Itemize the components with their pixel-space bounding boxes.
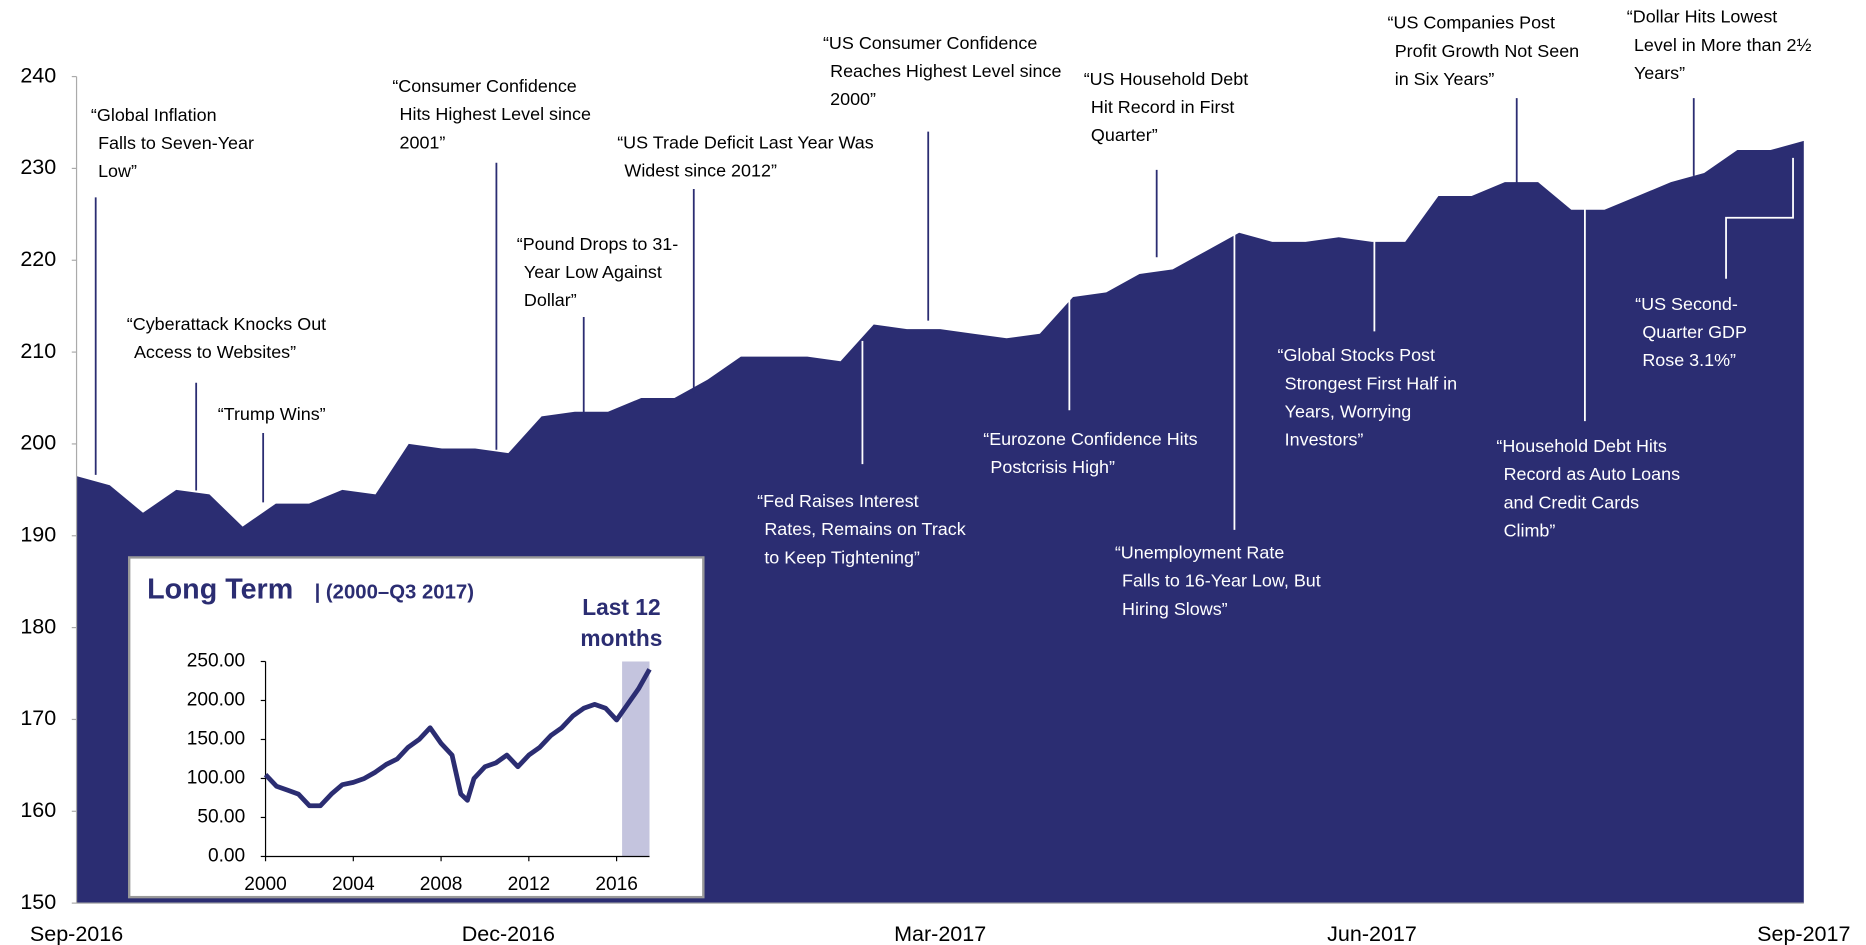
annotation: Strongest First Half in <box>1285 373 1457 393</box>
annotation: and Credit Cards <box>1504 492 1640 512</box>
annotation: “Eurozone Confidence Hits <box>983 429 1197 449</box>
leader-line <box>1725 157 1794 279</box>
annotation: Record as Auto Loans <box>1504 464 1681 484</box>
y-tick-label: 180 <box>20 614 56 638</box>
x-tick-label: Dec-2016 <box>462 922 555 945</box>
annotation: Rose 3.1%” <box>1642 350 1736 370</box>
annotation: Year Low Against <box>524 262 662 282</box>
y-tick-label: 210 <box>20 339 56 363</box>
inset-y-tick-label: 250.00 <box>187 651 246 672</box>
annotation: “US Second- <box>1635 294 1738 314</box>
annotation: Low” <box>98 161 137 181</box>
annotation: “Global Stocks Post <box>1277 345 1435 365</box>
annotation: Dollar” <box>524 290 577 310</box>
inset-x-tick-label: 2004 <box>332 874 375 895</box>
x-tick-label: Jun-2017 <box>1327 922 1417 945</box>
inset-line <box>263 668 652 809</box>
annotation: Rates, Remains on Track <box>764 519 965 539</box>
annotation: Quarter” <box>1091 125 1158 145</box>
annotation: “Fed Raises Interest <box>757 491 919 511</box>
annotation: “US Trade Deficit Last Year Was <box>617 132 874 152</box>
inset-subtitle: | (2000–Q3 2017) <box>315 582 474 604</box>
annotation: “Pound Drops to 31- <box>517 234 679 254</box>
y-tick-label: 150 <box>20 890 56 914</box>
annotation: Falls to 16-Year Low, But <box>1122 571 1321 591</box>
annotation: Years” <box>1634 63 1685 83</box>
annotation: Hiring Slows” <box>1122 599 1228 619</box>
highlight-label: months <box>580 625 662 651</box>
annotation: “Unemployment Rate <box>1115 543 1285 563</box>
inset-y-tick-label: 200.00 <box>187 690 246 711</box>
x-tick-label: Sep-2016 <box>30 922 123 945</box>
annotation: Climb” <box>1504 520 1556 540</box>
annotation: Access to Websites” <box>134 342 296 362</box>
inset-x-tick-label: 2016 <box>595 874 638 895</box>
x-tick-label: Mar-2017 <box>894 922 986 945</box>
annotation: Hit Record in First <box>1091 97 1235 117</box>
inset-title: Long Term <box>147 573 293 605</box>
annotation: to Keep Tightening” <box>764 547 920 567</box>
annotation: 2001” <box>400 132 446 152</box>
annotation: “US Consumer Confidence <box>823 33 1037 53</box>
inset-x-tick-label: 2000 <box>244 874 287 895</box>
annotation: “US Household Debt <box>1084 69 1249 89</box>
inset-y-tick-label: 50.00 <box>197 807 245 828</box>
annotation: “Consumer Confidence <box>392 76 576 96</box>
highlight-label: Last 12 <box>582 594 660 620</box>
annotation: Profit Growth Not Seen <box>1395 41 1579 61</box>
annotation: “Dollar Hits Lowest <box>1627 7 1778 27</box>
annotation: Falls to Seven-Year <box>98 133 254 153</box>
inset-y-tick-label: 100.00 <box>187 768 246 789</box>
y-tick-label: 240 <box>20 63 56 87</box>
y-tick-label: 170 <box>20 706 56 730</box>
y-tick-label: 220 <box>20 247 56 271</box>
annotation: “Global Inflation <box>91 105 217 125</box>
y-tick-label: 160 <box>20 798 56 822</box>
annotation: 2000” <box>830 89 876 109</box>
annotation: Reaches Highest Level since <box>830 61 1061 81</box>
annotation: Level in More than 2½ <box>1634 35 1812 55</box>
annotation: “Cyberattack Knocks Out <box>127 314 326 334</box>
annotation: Quarter GDP <box>1642 322 1747 342</box>
annotation: Years, Worrying <box>1285 401 1412 421</box>
y-tick-label: 200 <box>20 431 56 455</box>
annotation: in Six Years” <box>1395 69 1495 89</box>
y-tick-label: 190 <box>20 522 56 546</box>
annotation: Investors” <box>1285 430 1364 450</box>
inset-y-tick-label: 0.00 <box>208 846 245 867</box>
inset-x-tick-label: 2012 <box>508 874 551 895</box>
inset-y-tick-label: 150.00 <box>187 729 246 750</box>
x-tick-label: Sep-2017 <box>1757 922 1850 945</box>
annotation: “Household Debt Hits <box>1496 436 1667 456</box>
annotation: “US Companies Post <box>1388 13 1555 33</box>
annotation: Hits Highest Level since <box>400 104 591 124</box>
inset-x-tick-label: 2008 <box>420 874 463 895</box>
annotation: Widest since 2012” <box>624 160 777 180</box>
annotation: “Trump Wins” <box>218 404 326 424</box>
y-tick-label: 230 <box>20 155 56 179</box>
inset-panel <box>127 556 705 899</box>
annotation: Postcrisis High” <box>990 457 1115 477</box>
